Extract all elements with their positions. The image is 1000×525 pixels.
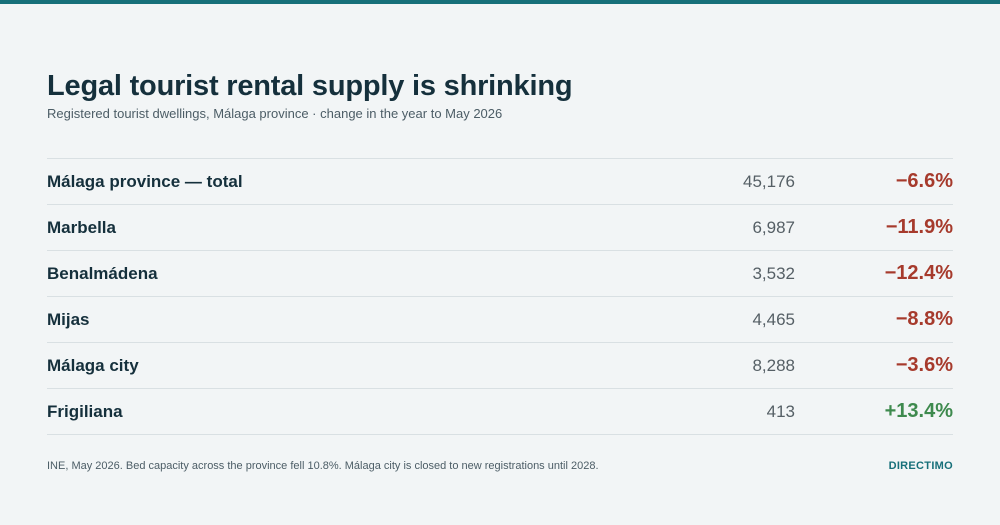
table-row: Marbella 6,987 −11.9%	[47, 205, 953, 251]
row-count: 8,288	[752, 356, 795, 375]
table-row: Benalmádena 3,532 −12.4%	[47, 251, 953, 297]
row-name: Málaga province — total	[47, 172, 243, 191]
brand: DIRECTIMO	[888, 460, 953, 472]
row-change: +13.4%	[884, 400, 953, 422]
table: Málaga province — total 45,176 −6.6% Marbel…	[47, 158, 953, 435]
table-row: Málaga city 8,288 −3.6%	[47, 343, 953, 389]
row-name: Frigiliana	[47, 402, 123, 421]
table-row: Málaga province — total 45,176 −6.6%	[47, 159, 953, 205]
row-change: −11.9%	[885, 216, 953, 238]
top-bar	[0, 0, 1000, 4]
title: Legal tourist rental supply is shrinking	[47, 70, 573, 102]
row-count: 45,176	[743, 172, 795, 191]
row-name: Benalmádena	[47, 264, 158, 283]
row-count: 3,532	[752, 264, 795, 283]
subtitle: Registered tourist dwellings, Málaga pro…	[47, 106, 503, 121]
row-change: −12.4%	[884, 262, 953, 284]
row-change: −3.6%	[895, 354, 953, 376]
row-change: −6.6%	[895, 170, 953, 192]
table-row: Mijas 4,465 −8.8%	[47, 297, 953, 343]
table-row: Frigiliana 413 +13.4%	[47, 389, 953, 435]
row-name: Málaga city	[47, 356, 139, 375]
row-change: −8.8%	[895, 308, 953, 330]
footer-note: INE, May 2026. Bed capacity across the p…	[47, 460, 599, 472]
row-count: 6,987	[752, 218, 795, 237]
row-name: Marbella	[47, 218, 116, 237]
row-count: 413	[766, 402, 795, 421]
row-count: 4,465	[752, 310, 795, 329]
row-name: Mijas	[47, 310, 90, 329]
